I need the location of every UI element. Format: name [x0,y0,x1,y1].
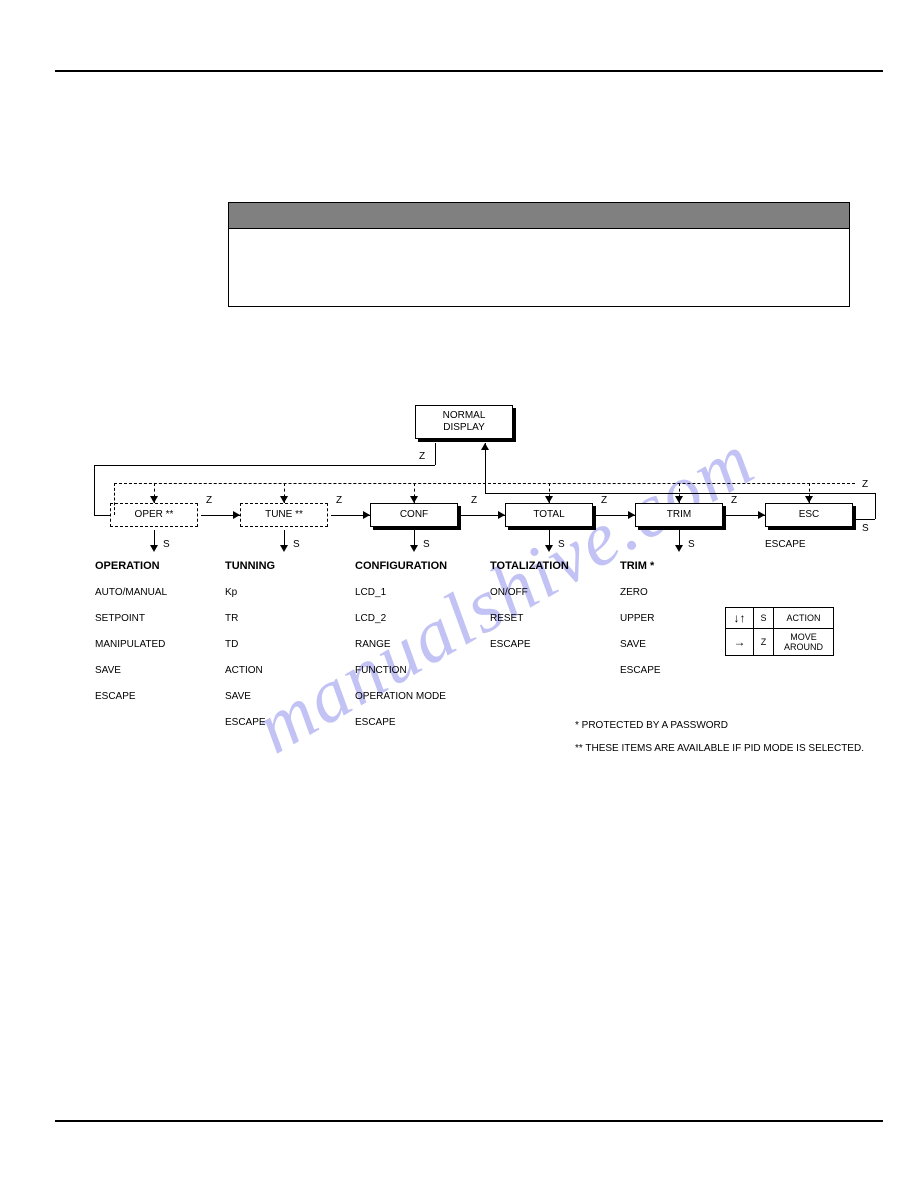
connector [485,493,875,494]
node-total: TOTAL [505,503,593,527]
connector [856,519,875,520]
legend-key-s: S [754,608,774,629]
edge-label-s: S [423,539,430,550]
arrow-down-icon [545,496,553,503]
escape-label: ESCAPE [765,539,806,550]
arrow-down-icon [150,545,158,552]
col-title-tunning: TUNNING [225,560,275,572]
item: ON/OFF [490,587,528,598]
arrow-right-icon [758,511,765,519]
arrow-up-icon [481,443,489,450]
arrow-down-icon [675,496,683,503]
legend-key-z: Z [754,629,774,656]
legend-icons-updown: ↓↑ [726,608,754,629]
arrow-down-icon [280,545,288,552]
footnote-2: ** THESE ITEMS ARE AVAILABLE IF PID MODE… [575,743,864,754]
connector [94,465,435,466]
top-rule [55,70,883,72]
connector [875,493,876,519]
col-title-totalization: TOTALIZATION [490,560,569,572]
item: UPPER [620,613,654,624]
item: TD [225,639,238,650]
connector-dashed [114,483,115,515]
arrow-down-icon [545,545,553,552]
item: TR [225,613,238,624]
grey-panel-header [229,203,849,229]
footnote-1: * PROTECTED BY A PASSWORD [575,720,728,731]
node-conf: CONF [370,503,458,527]
edge-label-z: Z [862,479,868,490]
legend-icon-right: → [726,629,754,656]
connector [94,515,110,516]
item: LCD_1 [355,587,386,598]
bottom-rule [55,1120,883,1122]
legend-val-move: MOVE AROUND [774,629,834,656]
edge-label-z: Z [336,495,342,506]
item: SAVE [95,665,121,676]
connector [435,443,436,465]
arrow-right-icon [498,511,505,519]
item: LCD_2 [355,613,386,624]
legend-val-action: ACTION [774,608,834,629]
item: FUNCTION [355,665,407,676]
grey-panel [228,202,850,307]
item: SAVE [620,639,646,650]
item: Kp [225,587,237,598]
item: ACTION [225,665,263,676]
legend-table: ↓↑ S ACTION → Z MOVE AROUND [725,607,834,656]
edge-label-s: S [688,539,695,550]
connector [485,443,486,493]
col-title-trim: TRIM * [620,560,654,572]
arrow-right-icon [363,511,370,519]
edge-label-s: S [862,523,869,534]
item: OPERATION MODE [355,691,446,702]
edge-label-z: Z [206,495,212,506]
item: ESCAPE [95,691,136,702]
edge-label-z: Z [731,495,737,506]
item: ESCAPE [620,665,661,676]
arrow-right-icon [628,511,635,519]
node-trim: TRIM [635,503,723,527]
item: ESCAPE [225,717,266,728]
item: ESCAPE [490,639,531,650]
node-tune: TUNE ** [240,503,328,527]
arrow-down-icon [280,496,288,503]
connector-dashed [114,483,855,484]
item: MANIPULATED [95,639,165,650]
col-title-operation: OPERATION [95,560,160,572]
node-normal-display: NORMAL DISPLAY [415,405,513,439]
item: SETPOINT [95,613,145,624]
edge-label-z: Z [601,495,607,506]
edge-label-s: S [558,539,565,550]
item: ZERO [620,587,648,598]
item: AUTO/MANUAL [95,587,167,598]
node-oper: OPER ** [110,503,198,527]
edge-label-z: Z [419,451,425,462]
arrow-right-icon [233,511,240,519]
item: SAVE [225,691,251,702]
edge-label-s: S [163,539,170,550]
arrow-down-icon [675,545,683,552]
item: ESCAPE [355,717,396,728]
arrow-down-icon [150,496,158,503]
edge-label-z: Z [471,495,477,506]
node-esc: ESC [765,503,853,527]
edge-label-s: S [293,539,300,550]
arrow-down-icon [805,496,813,503]
item: RESET [490,613,523,624]
connector [94,465,95,515]
col-title-configuration: CONFIGURATION [355,560,447,572]
flow-diagram: NORMAL DISPLAY Z Z OPER ** TUNE ** CONF … [55,395,883,795]
arrow-down-icon [410,496,418,503]
item: RANGE [355,639,391,650]
arrow-down-icon [410,545,418,552]
